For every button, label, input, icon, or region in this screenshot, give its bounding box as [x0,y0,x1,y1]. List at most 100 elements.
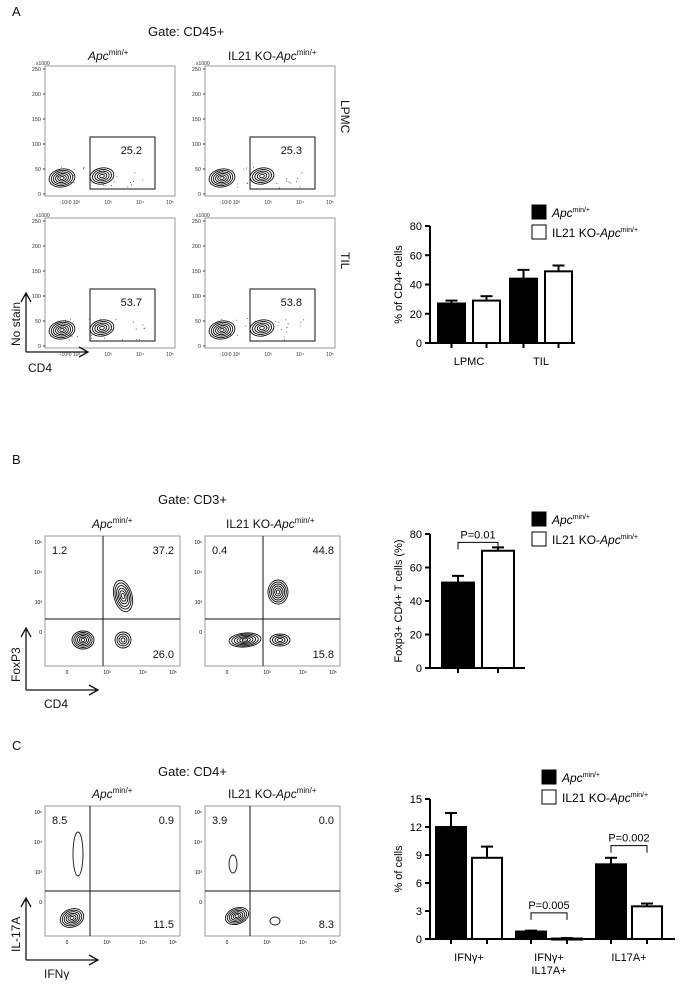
y-tick: 100 [32,142,41,148]
gate-label-b: Gate: CD3+ [158,492,227,507]
y-tick-label: 60 [410,250,422,262]
event-dot [77,336,78,337]
x-tick: 0 [66,670,69,676]
event-dot [122,339,123,340]
event-dot [105,185,106,186]
y-tick: 50 [35,319,41,325]
event-dot [255,321,256,322]
event-dot [99,171,100,172]
y-tick: 10⁵ [34,810,42,816]
legend-swatch-il21ko [532,225,546,239]
event-dot [95,171,96,172]
y-tick: 0 [39,900,42,906]
x-tick: 10⁴ [296,200,304,206]
col-title-c-1: Apcmin/+ [92,786,132,801]
panel-letter-a: A [12,4,21,19]
x-tick: 10⁴ [136,200,144,206]
legend-swatch-apc [532,205,546,219]
event-dot [288,323,289,324]
event-dot [69,339,70,340]
contour-line [99,174,104,178]
event-dot [245,326,246,327]
gate-percent: 25.2 [121,145,142,157]
y-tick: 200 [32,92,41,98]
event-dot [142,324,143,325]
event-dot [131,184,132,185]
event-dot [139,339,140,340]
category-label: TIL [533,356,549,368]
category-label: IL17A+ [611,952,646,964]
event-dot [289,181,290,182]
event-dot [56,174,57,175]
event-dot [267,327,268,328]
x-tick: 10³ [103,670,111,676]
y-tick: 0 [38,192,41,198]
y-tick: 200 [192,92,201,98]
title-sup: min/+ [109,48,129,57]
event-dot [277,325,278,326]
event-dot [253,167,254,168]
y-tick: 250 [32,67,41,73]
gate-percent: 53.8 [281,297,302,309]
y-tick: 250 [32,219,41,225]
event-dot [230,334,231,335]
bar [482,551,514,668]
bar [596,864,626,939]
event-dot [247,183,248,184]
gate-percent: 53.7 [121,297,142,309]
title-prefix: IL21 KO- [228,787,276,801]
quadrant-ur-value: 44.8 [313,545,334,557]
y-tick: 10⁵ [194,540,202,546]
x-tick: 10³ [264,352,272,358]
bar [516,932,546,939]
event-dot [286,181,287,182]
x-tick: 10⁵ [169,670,177,676]
event-dot [232,170,233,171]
y-tick-label: 15 [410,794,422,806]
legend-label-il21ko: IL21 KO-Apcmin/+ [562,791,648,805]
event-dot [134,172,135,173]
y-tick-label: 20 [410,309,422,321]
x-tick: 0 [226,940,229,946]
y-tick: 10³ [35,870,43,876]
panel-a-flow-plots: x1000250200150100500-10²0 10² 10³ 10⁴ 10⁵25… [0,60,360,390]
significance-bracket [611,846,647,853]
event-dot [61,167,62,168]
event-dot [236,320,237,321]
row-label-lpmc: LPMC [338,100,352,133]
y-tick-label: 80 [410,221,422,233]
contour-line [121,593,125,599]
event-dot [133,181,134,182]
contour-line [121,638,125,642]
event-dot [71,336,72,337]
y-tick: 100 [192,294,201,300]
event-dot [247,318,248,319]
p-value-label: P=0.002 [608,833,649,845]
y-axis-title: Foxp3+ CD4+ T cells (%) [393,539,405,662]
y-tick-label: 0 [416,663,422,675]
title-italic: Apc [274,517,295,531]
event-dot [300,322,301,323]
legend-swatch-il21ko [532,532,546,546]
event-dot [237,334,238,335]
y-tick-label: 12 [410,822,422,834]
event-dot [219,185,220,186]
bar [473,301,500,343]
y-tick: 10⁴ [34,570,42,576]
y-tick: 10³ [35,600,43,606]
axis-y-label: IL-17A [9,917,23,952]
event-dot [114,181,115,182]
x-tick: 10⁵ [326,352,334,358]
title-sup: min/+ [295,516,315,525]
y-tick: 150 [192,269,201,275]
y-tick: 10⁵ [194,810,202,816]
legend-swatch-apc [532,512,546,526]
contour-line [70,916,75,920]
event-dot [89,319,90,320]
contour-line [235,914,240,918]
legend-label-apc: Apcmin/+ [551,513,590,527]
bar [632,906,662,939]
y-tick: 150 [32,269,41,275]
y-tick: 50 [35,167,41,173]
category-label: IFNγ+ [454,952,484,964]
